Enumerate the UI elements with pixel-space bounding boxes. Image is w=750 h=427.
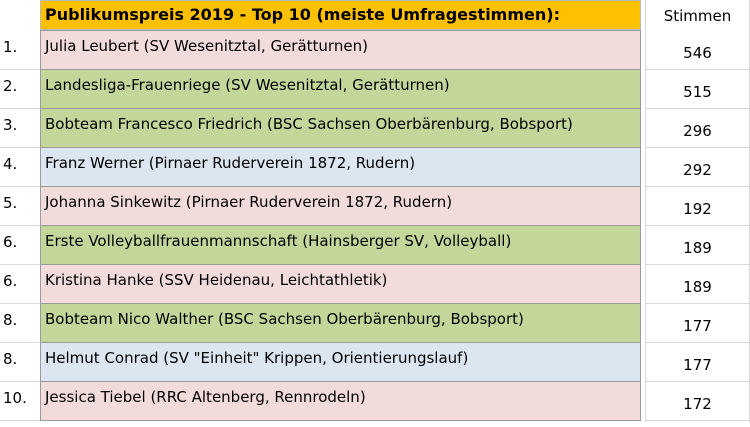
votes-cell[interactable]: 189 <box>683 239 712 257</box>
rank-cell[interactable]: 8. <box>3 350 18 368</box>
votes-cell[interactable]: 192 <box>683 200 712 218</box>
name-cell[interactable]: Johanna Sinkewitz (Pirnaer Ruderverein 1… <box>40 186 641 226</box>
gridline <box>645 342 750 343</box>
gridline <box>645 186 750 187</box>
votes-cell[interactable]: 189 <box>683 278 712 296</box>
gridline <box>645 147 750 148</box>
rank-cell[interactable]: 6. <box>3 233 18 251</box>
gridline <box>0 303 40 304</box>
votes-column-header: Stimmen <box>663 7 732 25</box>
name-cell[interactable]: Franz Werner (Pirnaer Ruderverein 1872, … <box>40 147 641 187</box>
table-row: 1. Julia Leubert (SV Wesenitztal, Gerättu… <box>0 30 750 70</box>
table-row: 6. Erste Volleyballfrauenmannschaft (Hain… <box>0 225 750 265</box>
gridline <box>0 147 40 148</box>
rank-cell[interactable]: 8. <box>3 311 18 329</box>
name-cell[interactable]: Helmut Conrad (SV "Einheit" Krippen, Ori… <box>40 342 641 382</box>
gridline <box>645 0 646 422</box>
gridline <box>0 69 40 70</box>
name-cell[interactable]: Landesliga-Frauenriege (SV Wesenitztal, … <box>40 69 641 109</box>
gridline <box>0 381 40 382</box>
table-row: 2. Landesliga-Frauenriege (SV Wesenitztal… <box>0 69 750 109</box>
gridline <box>645 264 750 265</box>
gridline <box>0 264 40 265</box>
table-row: 6. Kristina Hanke (SSV Heidenau, Leichtat… <box>0 264 750 304</box>
rank-cell[interactable]: 5. <box>3 194 18 212</box>
votes-cell[interactable]: 515 <box>683 83 712 101</box>
gridline <box>0 420 40 421</box>
rank-cell[interactable]: 3. <box>3 116 18 134</box>
rank-cell[interactable]: 4. <box>3 155 18 173</box>
table-row: 4. Franz Werner (Pirnaer Ruderverein 1872… <box>0 147 750 187</box>
gridline <box>0 186 40 187</box>
table-row: 8. Helmut Conrad (SV "Einheit" Krippen, O… <box>0 342 750 382</box>
name-cell[interactable]: Bobteam Nico Walther (BSC Sachsen Oberbä… <box>40 303 641 343</box>
rank-cell[interactable]: 1. <box>3 38 18 56</box>
table-row: 5. Johanna Sinkewitz (Pirnaer Ruderverein… <box>0 186 750 226</box>
name-cell[interactable]: Bobteam Francesco Friedrich (BSC Sachsen… <box>40 108 641 148</box>
gridline <box>0 225 40 226</box>
table-title: Publikumspreis 2019 - Top 10 (meiste Umf… <box>40 0 641 30</box>
rank-cell[interactable]: 2. <box>3 77 18 95</box>
votes-cell[interactable]: 292 <box>683 161 712 179</box>
table-row: 3. Bobteam Francesco Friedrich (BSC Sachs… <box>0 108 750 148</box>
gridline <box>645 381 750 382</box>
votes-cell[interactable]: 177 <box>683 317 712 335</box>
gridline <box>645 225 750 226</box>
table-row: 10. Jessica Tiebel (RRC Altenberg, Rennro… <box>0 381 750 421</box>
gridline <box>645 69 750 70</box>
gridline <box>645 108 750 109</box>
name-cell[interactable]: Kristina Hanke (SSV Heidenau, Leichtathl… <box>40 264 641 304</box>
gridline <box>645 420 750 421</box>
table-row: 8. Bobteam Nico Walther (BSC Sachsen Ober… <box>0 303 750 343</box>
rank-cell[interactable]: 10. <box>3 389 27 407</box>
gridline <box>0 342 40 343</box>
name-cell[interactable]: Julia Leubert (SV Wesenitztal, Gerätturn… <box>40 30 641 70</box>
name-cell[interactable]: Erste Volleyballfrauenmannschaft (Hainsb… <box>40 225 641 265</box>
votes-cell[interactable]: 296 <box>683 122 712 140</box>
gridline <box>0 108 40 109</box>
votes-cell[interactable]: 172 <box>683 395 712 413</box>
votes-cell[interactable]: 546 <box>683 44 712 62</box>
votes-cell[interactable]: 177 <box>683 356 712 374</box>
gridline <box>645 303 750 304</box>
rank-cell[interactable]: 6. <box>3 272 18 290</box>
name-cell[interactable]: Jessica Tiebel (RRC Altenberg, Rennrodel… <box>40 381 641 421</box>
